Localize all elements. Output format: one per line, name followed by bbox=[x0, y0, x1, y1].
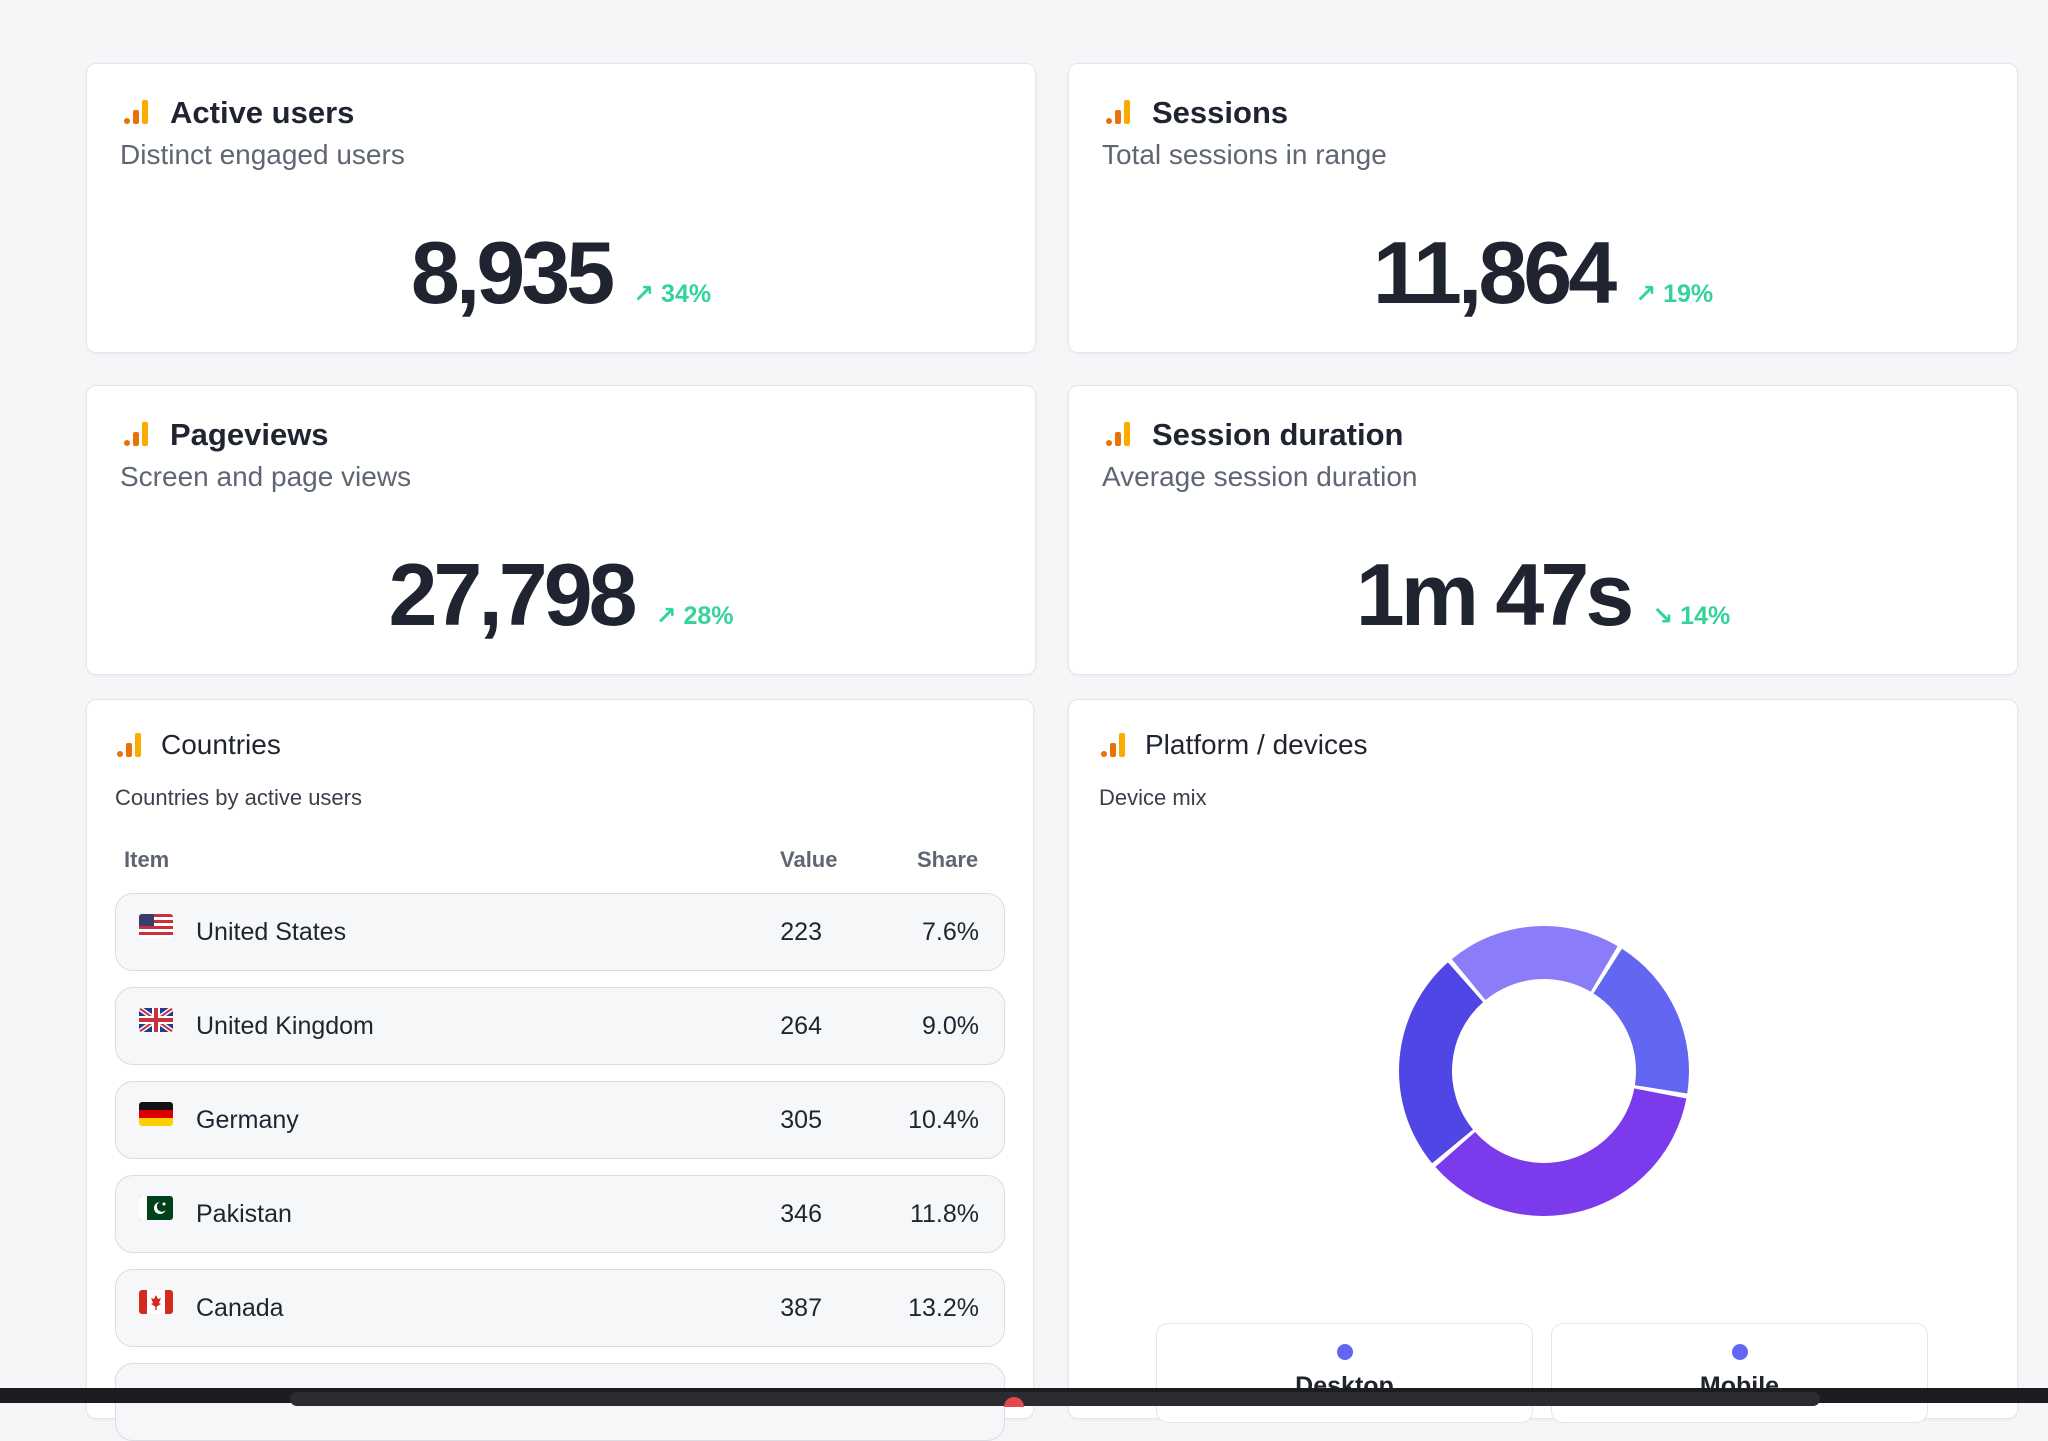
table-row[interactable]: Pakistan 346 11.8% bbox=[115, 1175, 1005, 1253]
kpi-value: 11,864 bbox=[1372, 223, 1617, 322]
kpi-value: 8,935 bbox=[410, 223, 615, 322]
country-share: 11.8% bbox=[909, 1200, 979, 1228]
countries-panel: Countries Countries by active users Item… bbox=[86, 699, 1034, 1441]
kpi-title: Active users bbox=[170, 95, 355, 130]
kpi-delta: ↗ 28% bbox=[655, 602, 734, 630]
analytics-icon bbox=[124, 100, 148, 124]
kpi-subtitle: Average session duration bbox=[1102, 461, 1418, 492]
table-row[interactable]: United Kingdom 264 9.0% bbox=[115, 987, 1005, 1065]
country-name: Pakistan bbox=[196, 1200, 292, 1228]
kpi-title: Sessions bbox=[1152, 95, 1289, 130]
column-header-share[interactable]: Share bbox=[917, 847, 979, 872]
legend-dot bbox=[1731, 1344, 1748, 1360]
country-value: 387 bbox=[780, 1294, 822, 1322]
panel-title: Countries bbox=[161, 729, 281, 760]
device-donut-chart bbox=[1399, 926, 1689, 1216]
table-row[interactable]: Germany 305 10.4% bbox=[115, 1081, 1005, 1159]
country-share: 7.6% bbox=[922, 918, 979, 946]
column-header-value[interactable]: Value bbox=[780, 847, 838, 872]
kpi-card-active-users: Active users Distinct engaged users 8,93… bbox=[86, 63, 1036, 353]
analytics-icon bbox=[1101, 733, 1125, 757]
country-name: United Kingdom bbox=[196, 1012, 374, 1040]
kpi-value: 1m 47s bbox=[1355, 545, 1634, 644]
record-indicator-icon bbox=[1004, 1397, 1024, 1407]
country-value: 264 bbox=[780, 1012, 822, 1040]
uk-flag-icon bbox=[139, 1008, 173, 1032]
de-flag-icon bbox=[139, 1102, 173, 1126]
ca-flag-icon bbox=[139, 1290, 173, 1314]
country-name: Canada bbox=[196, 1294, 284, 1322]
kpi-delta: ↘ 14% bbox=[1652, 602, 1731, 630]
country-share: 10.4% bbox=[908, 1106, 979, 1134]
column-header-item[interactable]: Item bbox=[124, 847, 170, 872]
country-name: United States bbox=[196, 918, 347, 946]
platform-panel: Platform / devices Device mix bbox=[1068, 699, 2018, 1419]
table-row[interactable]: Canada 387 13.2% bbox=[115, 1269, 1005, 1347]
kpi-card-sessions: Sessions Total sessions in range 11,864 … bbox=[1068, 63, 2018, 353]
panel-title: Platform / devices bbox=[1145, 729, 1368, 760]
kpi-subtitle: Distinct engaged users bbox=[120, 139, 405, 170]
country-share: 9.0% bbox=[922, 1012, 979, 1040]
kpi-title: Pageviews bbox=[170, 417, 329, 452]
kpi-title: Session duration bbox=[1152, 417, 1404, 452]
analytics-icon bbox=[124, 422, 148, 446]
panel-subtitle: Device mix bbox=[1099, 785, 1207, 810]
country-name: Germany bbox=[196, 1106, 299, 1134]
country-value: 223 bbox=[780, 918, 822, 946]
country-value: 305 bbox=[780, 1106, 822, 1134]
taskbar-pill bbox=[290, 1392, 1820, 1406]
panel-subtitle: Countries by active users bbox=[115, 785, 362, 810]
analytics-icon bbox=[1106, 422, 1130, 446]
kpi-value: 27,798 bbox=[388, 545, 637, 644]
analytics-icon bbox=[1106, 100, 1130, 124]
us-flag-icon bbox=[139, 914, 173, 938]
kpi-delta: ↗ 19% bbox=[1635, 280, 1714, 308]
donut-slice-1[interactable] bbox=[1435, 1088, 1687, 1216]
kpi-delta: ↗ 34% bbox=[633, 280, 712, 308]
legend-dot bbox=[1336, 1344, 1353, 1360]
legend-card-mobile[interactable]: Mobile bbox=[1551, 1323, 1928, 1423]
donut-slice-0[interactable] bbox=[1593, 948, 1689, 1094]
kpi-card-session-duration: Session duration Average session duratio… bbox=[1068, 385, 2018, 675]
country-share: 13.2% bbox=[908, 1294, 979, 1322]
country-value: 346 bbox=[780, 1200, 822, 1228]
table-row[interactable]: United States 223 7.6% bbox=[115, 893, 1005, 971]
pk-flag-icon bbox=[139, 1196, 173, 1220]
donut-slice-2[interactable] bbox=[1399, 962, 1484, 1164]
legend-card-desktop[interactable]: Desktop bbox=[1156, 1323, 1533, 1423]
kpi-card-pageviews: Pageviews Screen and page views 27,798 ↗… bbox=[86, 385, 1036, 675]
donut-slice-3[interactable] bbox=[1451, 926, 1618, 1000]
analytics-icon bbox=[117, 733, 141, 757]
kpi-subtitle: Total sessions in range bbox=[1102, 139, 1387, 170]
kpi-subtitle: Screen and page views bbox=[120, 461, 412, 492]
